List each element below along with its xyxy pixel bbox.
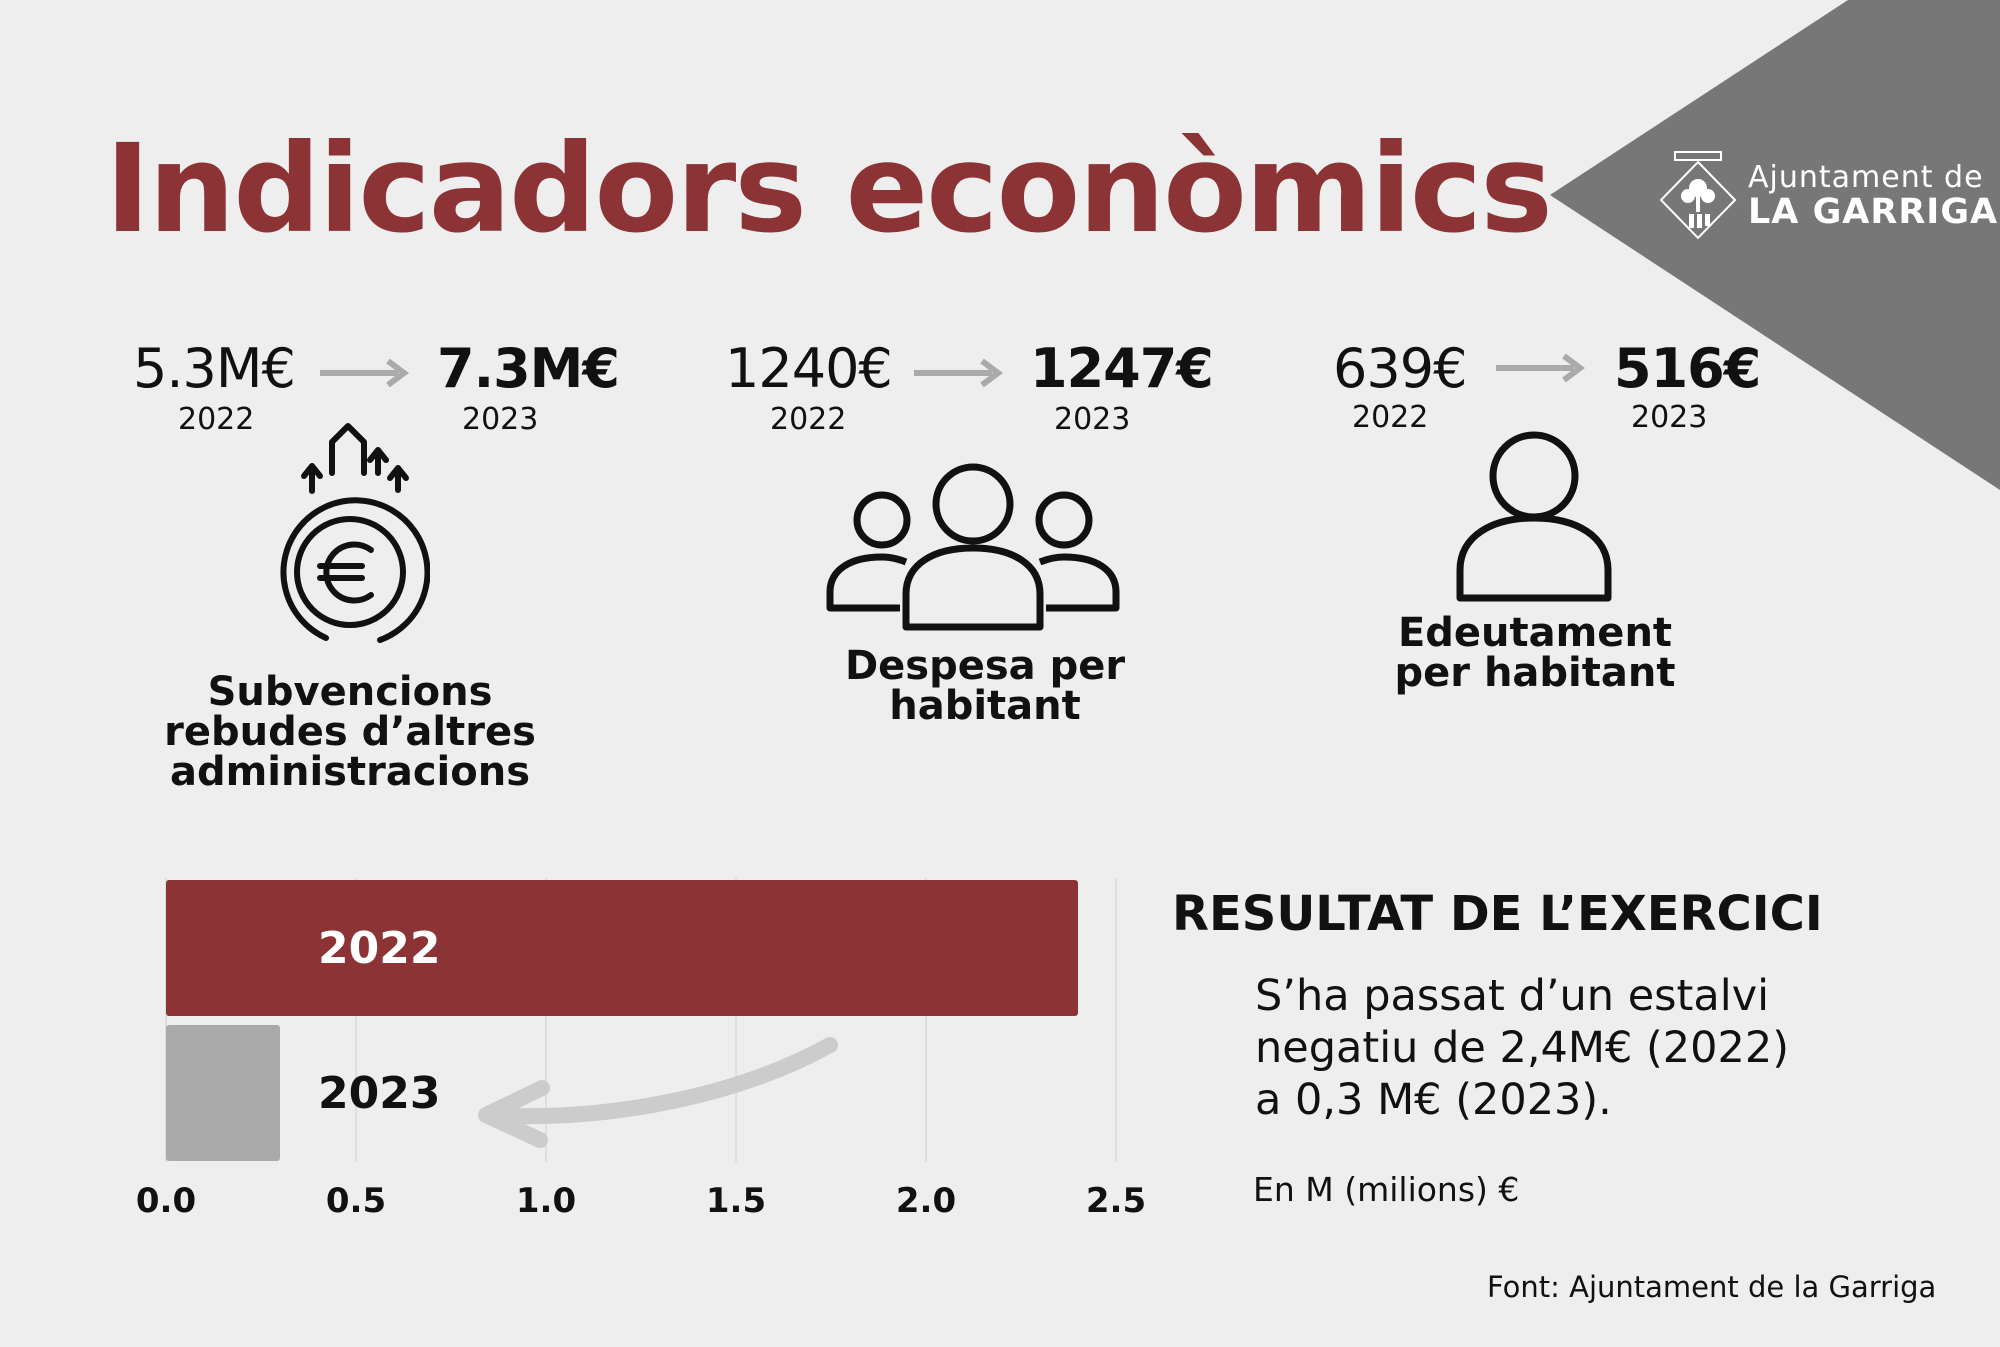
x-tick-label: 1.5 [706, 1181, 766, 1221]
x-tick-label: 0.5 [326, 1181, 386, 1221]
indicator-3-arrow-icon [1496, 353, 1585, 383]
indicator-1-label-line3: administracions [169, 749, 531, 795]
indicator-3-year-2023: 2023 [1631, 400, 1708, 435]
result-description-line3: a 0,3 M€ (2023). [1255, 1075, 1612, 1125]
indicator-2-year-2023: 2023 [1054, 402, 1131, 437]
indicator-1-label: Subvencions rebudes d’altres administrac… [130, 672, 570, 792]
logo-text-line1: Ajuntament de [1748, 160, 1984, 195]
indicator-2-value-2023: 1247€ [1030, 337, 1214, 400]
logo-text-line2: LA GARRIGA [1748, 192, 1999, 232]
indicator-1-arrow-icon [320, 358, 409, 388]
indicator-1-label-line1: Subvencions [207, 669, 493, 715]
euro-coin-arrows-icon [280, 423, 430, 643]
result-description-line1: S’ha passat d’un estalvi [1255, 971, 1770, 1021]
x-tick-label: 2.5 [1086, 1181, 1146, 1221]
bar-2023 [166, 1025, 280, 1161]
indicator-3-label: Edeutament per habitant [1370, 613, 1700, 693]
indicator-2-label: Despesa per habitant [790, 646, 1180, 726]
page-title: Indicadors econòmics [105, 118, 1553, 260]
result-description-line2: negatiu de 2,4M€ (2022) [1255, 1023, 1789, 1073]
result-section-title: RESULTAT DE L’EXERCICI [1172, 886, 1823, 942]
x-tick-label: 2.0 [896, 1181, 956, 1221]
indicator-1-year-2023: 2023 [462, 402, 539, 437]
indicator-2-label-line1: Despesa per [844, 643, 1126, 689]
indicator-3-year-2022: 2022 [1352, 400, 1429, 435]
person-icon [1456, 431, 1612, 602]
bar-2022 [166, 880, 1078, 1016]
indicator-3-label-line2: per habitant [1394, 650, 1676, 696]
units-note: En M (milions) € [1253, 1170, 1520, 1209]
indicator-1-label-line2: rebudes d’altres [164, 709, 536, 755]
bar-label-2022: 2022 [318, 923, 440, 974]
decrease-arrow-icon [478, 1037, 838, 1148]
indicator-2-year-2022: 2022 [770, 402, 847, 437]
result-description: S’ha passat d’un estalvi negatiu de 2,4M… [1255, 970, 1955, 1126]
la-garriga-logo-icon [1659, 151, 1737, 240]
indicator-1-year-2022: 2022 [178, 402, 255, 437]
bar-label-2023: 2023 [318, 1068, 440, 1119]
indicator-2-value-2022: 1240€ [725, 337, 893, 400]
x-tick-label: 1.0 [516, 1181, 576, 1221]
indicator-3-value-2023: 516€ [1614, 337, 1761, 400]
source-credit: Font: Ajuntament de la Garriga [1487, 1270, 1937, 1304]
indicator-1-value-2022: 5.3M€ [133, 337, 296, 400]
x-tick-label: 0.0 [136, 1181, 196, 1221]
indicator-2-arrow-icon [914, 358, 1003, 388]
indicator-3-value-2022: 639€ [1333, 337, 1467, 400]
result-bar-chart: 2022 2023 0.0 0.5 1.0 1.5 2.0 2.5 [136, 878, 1146, 1221]
indicator-1-value-2023: 7.3M€ [437, 337, 620, 400]
indicator-3-label-line1: Edeutament [1397, 610, 1673, 656]
indicator-2-label-line2: habitant [889, 683, 1081, 729]
people-group-icon [826, 463, 1120, 631]
